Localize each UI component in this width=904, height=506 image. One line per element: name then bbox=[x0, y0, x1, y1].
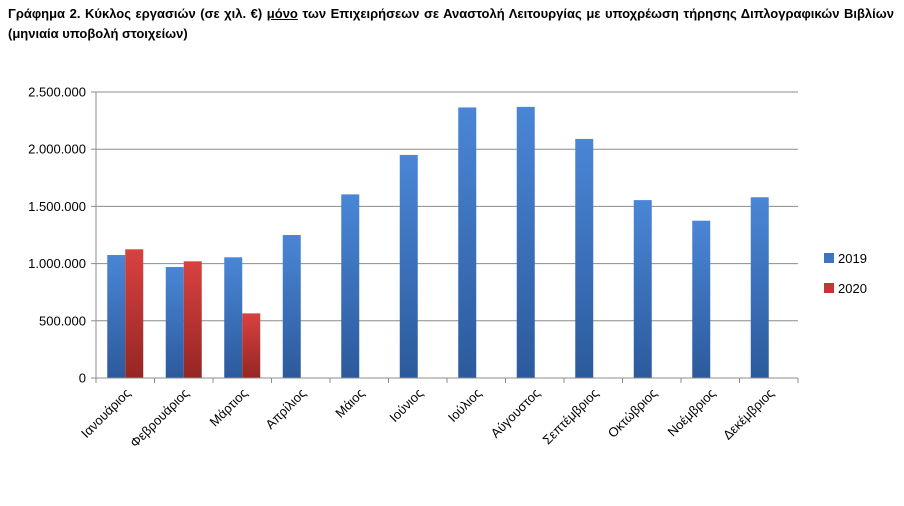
bar-2019-9 bbox=[575, 138, 594, 378]
bar-2019-4 bbox=[282, 235, 301, 378]
bar-2020-2 bbox=[183, 261, 202, 378]
x-tick-label: Ιούλιος bbox=[445, 386, 484, 425]
legend-label-2019: 2019 bbox=[838, 251, 867, 266]
bar-2019-10 bbox=[633, 200, 652, 378]
legend-swatch-2020 bbox=[824, 283, 834, 293]
legend: 2019 2020 bbox=[824, 251, 867, 296]
bar-2020-3 bbox=[242, 313, 261, 378]
chart-title-lead: Γράφημα 2 bbox=[8, 6, 77, 21]
bar-2019-6 bbox=[399, 154, 418, 378]
chart-title-emphasis: μόνο bbox=[266, 6, 298, 21]
chart-title-after: των Επιχειρήσεων σε Αναστολή Λειτουργίας… bbox=[8, 6, 894, 41]
y-tick-label: 500.000 bbox=[39, 313, 86, 328]
x-tick-label: Απρίλιος bbox=[262, 386, 309, 433]
bar-2019-11 bbox=[692, 220, 711, 378]
x-tick-label: Αύγουστος bbox=[488, 386, 543, 441]
x-tick-label: Σεπτέμβριος bbox=[540, 386, 602, 448]
bar-2019-1 bbox=[107, 255, 126, 378]
x-tick-label: Ιούνιος bbox=[386, 386, 425, 425]
x-tick-label: Μάιος bbox=[332, 386, 367, 421]
y-tick-label: 2.000.000 bbox=[28, 142, 86, 157]
y-tick-label: 0 bbox=[79, 371, 86, 386]
bar-2019-5 bbox=[341, 194, 360, 378]
x-tick-label: Μάρτιος bbox=[206, 386, 250, 430]
bars bbox=[107, 106, 769, 378]
chart-title-before: Κύκλος εργασιών (σε χιλ. €) bbox=[85, 6, 267, 21]
legend-swatch-2019 bbox=[824, 253, 834, 263]
x-tick-label: Δεκέμβριος bbox=[720, 386, 777, 443]
x-tick-label: Φεβρουάριος bbox=[127, 386, 192, 451]
legend-label-2020: 2020 bbox=[838, 281, 867, 296]
x-tick-label: Νοέμβριος bbox=[665, 386, 719, 440]
bar-2020-1 bbox=[125, 249, 144, 378]
chart-title-sep: . bbox=[76, 6, 85, 21]
bar-2019-7 bbox=[458, 107, 477, 378]
gridlines bbox=[96, 91, 798, 322]
bar-2019-12 bbox=[750, 197, 769, 378]
y-tick-label: 2.500.000 bbox=[28, 85, 86, 100]
y-tick-label: 1.000.000 bbox=[28, 256, 86, 271]
x-tick-label: Ιανουάριος bbox=[78, 386, 133, 441]
chart-title: Γράφημα 2. Κύκλος εργασιών (σε χιλ. €) μ… bbox=[8, 4, 894, 44]
bar-2019-2 bbox=[165, 267, 184, 378]
x-tick-label: Οκτώβριος bbox=[605, 386, 660, 441]
bar-2019-8 bbox=[516, 106, 535, 378]
y-tick-label: 1.500.000 bbox=[28, 199, 86, 214]
bar-2019-3 bbox=[224, 257, 243, 378]
